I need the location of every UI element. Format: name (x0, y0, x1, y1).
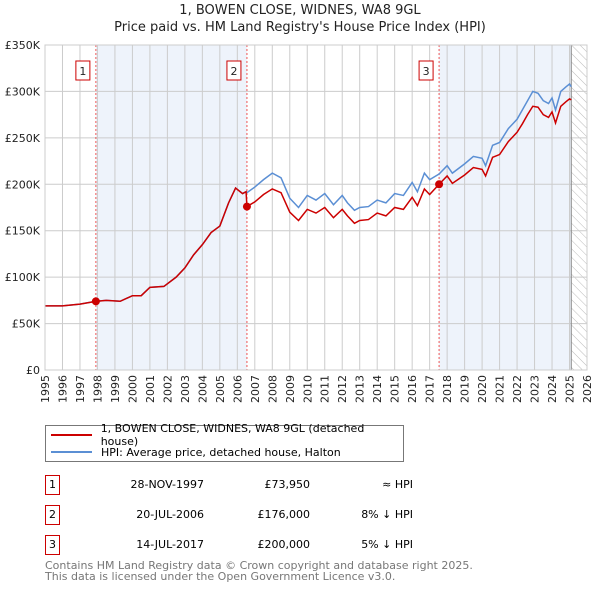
chart-subtitle: Price paid vs. HM Land Registry's House … (114, 20, 486, 35)
sale-date: 20-JUL-2006 (136, 508, 204, 521)
y-tick-label: £300K (5, 85, 41, 98)
x-tick-label: 2026 (581, 375, 594, 403)
y-tick-label: £350K (5, 39, 41, 52)
chart-title: 1, BOWEN CLOSE, WIDNES, WA8 9GL (179, 3, 421, 18)
y-tick-label: £0 (26, 364, 40, 377)
sale-row: 2 20-JUL-2006 £176,000 8% ↓ HPI (45, 505, 545, 525)
sale-marker-label: 1 (45, 475, 60, 495)
x-tick-label: 2007 (249, 375, 262, 403)
sale-marker-box (226, 60, 242, 81)
y-tick-label: £150K (5, 225, 41, 238)
x-tick-label: 2011 (319, 375, 332, 403)
sale-price: £200,000 (257, 538, 311, 551)
x-tick-label: 1998 (91, 375, 104, 403)
sale-date: 14-JUL-2017 (136, 538, 204, 551)
sale-hpi-diff: 5% ↓ HPI (361, 538, 413, 551)
x-tick-label: 1995 (39, 375, 52, 403)
sale-marker-box (75, 60, 91, 81)
legend-label: HPI: Average price, detached house, Halt… (101, 445, 341, 459)
x-tick-label: 2018 (441, 375, 454, 403)
x-tick-label: 1997 (74, 375, 87, 403)
x-tick-label: 2010 (301, 375, 314, 403)
x-tick-label: 1999 (109, 375, 122, 403)
sale-price: £176,000 (257, 508, 311, 521)
legend-swatch-red (51, 434, 92, 436)
sale-point (435, 180, 444, 189)
footer-copyright: Contains HM Land Registry data © Crown c… (45, 559, 473, 572)
x-tick-label: 2019 (459, 375, 472, 403)
x-tick-label: 2021 (494, 375, 507, 403)
x-tick-label: 2024 (546, 375, 559, 403)
sale-date: 28-NOV-1997 (130, 478, 204, 491)
y-tick-label: £250K (5, 132, 41, 145)
shaded-period (439, 45, 572, 370)
shaded-period (95, 45, 247, 370)
x-tick-label: 2016 (406, 375, 419, 403)
sale-row: 1 28-NOV-1997 £73,950 ≈ HPI (45, 475, 545, 495)
sale-hpi-diff: 8% ↓ HPI (361, 508, 413, 521)
x-tick-label: 2023 (529, 375, 542, 403)
price-paid-line (45, 97, 572, 307)
x-tick-label: 2000 (126, 375, 139, 403)
x-tick-label: 2003 (179, 375, 192, 403)
sale-point (242, 202, 251, 211)
legend-swatch-blue (51, 451, 92, 453)
plot-border (44, 44, 588, 371)
x-tick-label: 1996 (56, 375, 69, 403)
x-tick-label: 2009 (284, 375, 297, 403)
x-tick-label: 2022 (511, 375, 524, 403)
sale-marker-number: 1 (79, 65, 86, 78)
legend-label: 1, BOWEN CLOSE, WIDNES, WA8 9GL (detache… (100, 422, 365, 448)
y-tick-label: £100K (5, 271, 41, 284)
sale-marker-label: 3 (45, 535, 60, 555)
sale-marker-box (418, 60, 434, 81)
x-tick-label: 2014 (371, 375, 384, 403)
x-tick-label: 2015 (389, 375, 402, 403)
x-tick-label: 2002 (161, 375, 174, 403)
footer-licence: This data is licensed under the Open Gov… (45, 570, 396, 583)
x-tick-label: 2008 (266, 375, 279, 403)
price-chart: 1995 1996 1997 1998 1999 2000 2001 2002 2003 2004… (5, 39, 594, 403)
legend-item-property: 1, BOWEN CLOSE, WIDNES, WA8 9GL (detache… (51, 422, 403, 448)
sale-marker-number: 2 (230, 65, 237, 78)
sale-point (91, 297, 100, 306)
sale-marker-number: 3 (423, 65, 430, 78)
x-tick-label: 2017 (424, 375, 437, 403)
x-tick-label: 2020 (476, 375, 489, 403)
sale-price: £73,950 (264, 478, 311, 491)
x-tick-label: 2006 (231, 375, 244, 403)
y-tick-label: £50K (12, 318, 41, 331)
x-tick-label: 2013 (354, 375, 367, 403)
forecast-hatch (571, 45, 587, 370)
sale-row: 3 14-JUL-2017 £200,000 5% ↓ HPI (45, 535, 545, 555)
x-tick-label: 2004 (196, 375, 209, 403)
x-tick-label: 2001 (144, 375, 157, 403)
legend-item-hpi: HPI: Average price, detached house, Halt… (51, 444, 341, 460)
x-tick-label: 2012 (336, 375, 349, 403)
x-tick-label: 2005 (214, 375, 227, 403)
legend: 1, BOWEN CLOSE, WIDNES, WA8 9GL (detache… (45, 422, 404, 462)
sale-hpi-diff: ≈ HPI (382, 478, 413, 491)
sale-marker-label: 2 (45, 505, 60, 525)
x-tick-label: 2025 (564, 375, 577, 403)
y-tick-label: £200K (5, 178, 41, 191)
